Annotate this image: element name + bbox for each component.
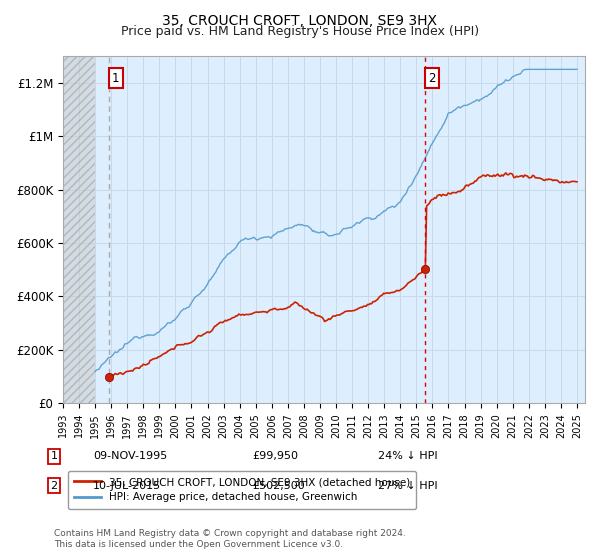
Text: 1: 1 xyxy=(112,72,119,85)
Bar xyxy=(63,56,95,403)
Text: 24% ↓ HPI: 24% ↓ HPI xyxy=(378,451,437,461)
Text: £99,950: £99,950 xyxy=(252,451,298,461)
Text: Price paid vs. HM Land Registry's House Price Index (HPI): Price paid vs. HM Land Registry's House … xyxy=(121,25,479,38)
Text: 2: 2 xyxy=(428,72,436,85)
Text: 1: 1 xyxy=(50,451,58,461)
Legend: 35, CROUCH CROFT, LONDON, SE9 3HX (detached house), HPI: Average price, detached: 35, CROUCH CROFT, LONDON, SE9 3HX (detac… xyxy=(68,471,416,508)
Text: 27% ↓ HPI: 27% ↓ HPI xyxy=(378,480,437,491)
Text: 35, CROUCH CROFT, LONDON, SE9 3HX: 35, CROUCH CROFT, LONDON, SE9 3HX xyxy=(163,14,437,28)
Text: 09-NOV-1995: 09-NOV-1995 xyxy=(93,451,167,461)
Text: 2: 2 xyxy=(50,480,58,491)
Text: £502,500: £502,500 xyxy=(252,480,305,491)
Text: Contains HM Land Registry data © Crown copyright and database right 2024.
This d: Contains HM Land Registry data © Crown c… xyxy=(54,529,406,549)
Text: 10-JUL-2015: 10-JUL-2015 xyxy=(93,480,161,491)
